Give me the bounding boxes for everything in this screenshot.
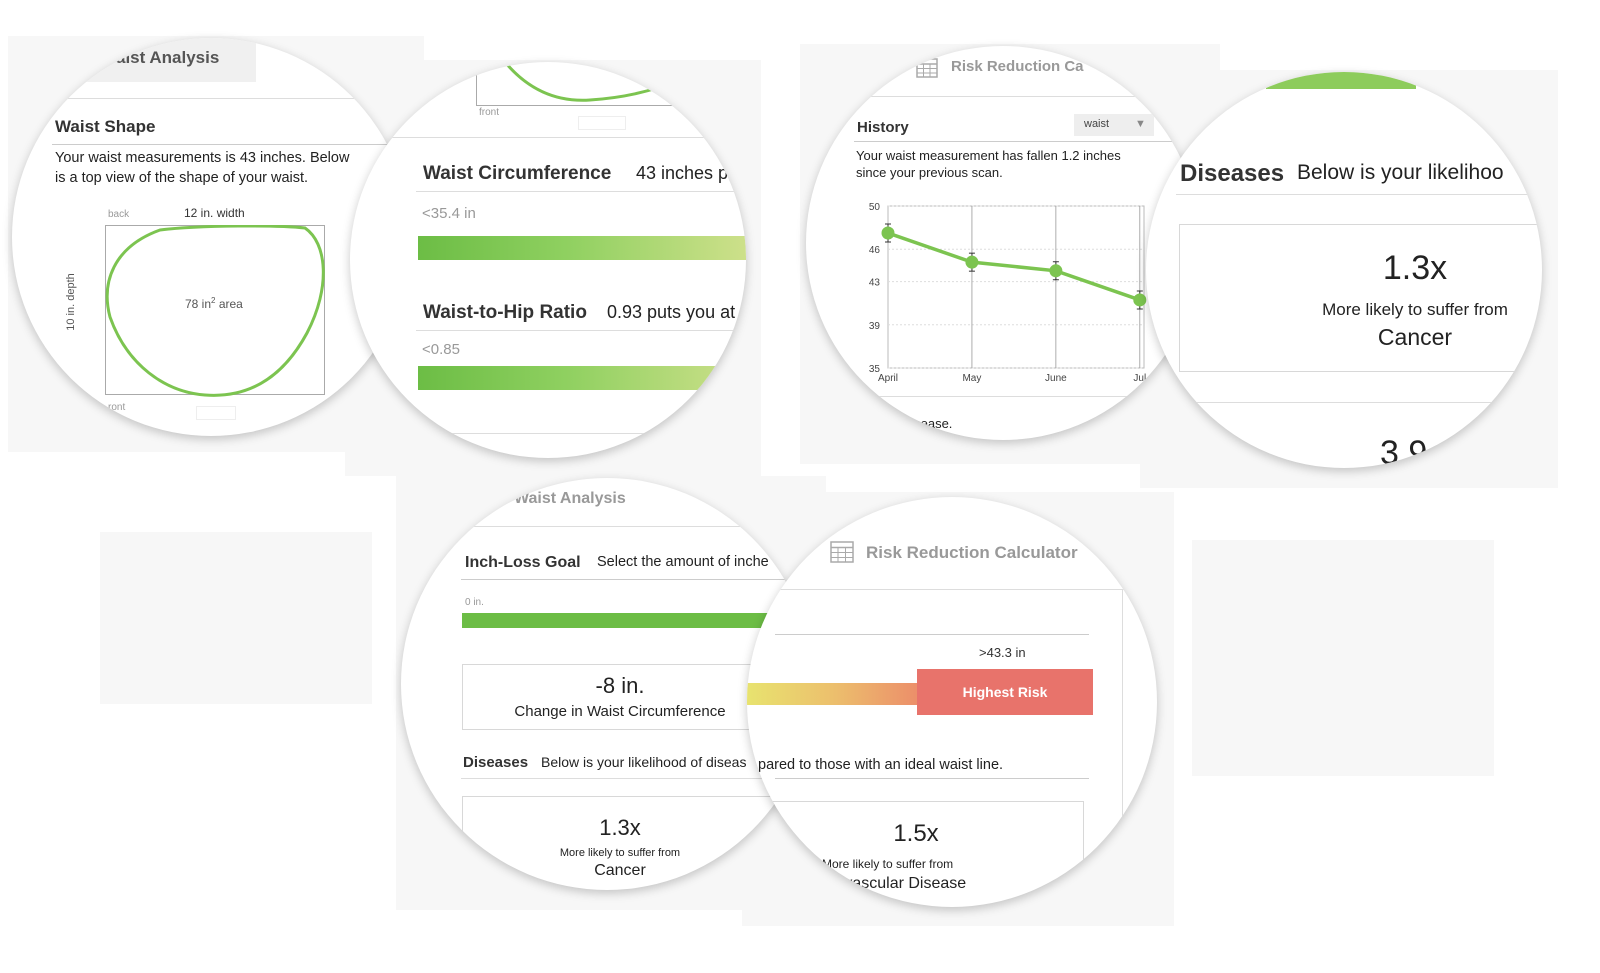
waist-range-label: <35.4 in [422, 205, 476, 222]
diseases-description: Below is your likelihoo [1297, 161, 1504, 184]
x-tick-label: Jul [1133, 373, 1146, 384]
shape-box-edge [476, 62, 477, 106]
footer-text: disease. [904, 416, 953, 431]
header-tab [12, 38, 256, 82]
waist-shape-outline [105, 225, 325, 397]
page-title: Waist Analysis [514, 490, 626, 507]
likelihood-value: 3.9 [1380, 434, 1428, 468]
data-point [1049, 264, 1063, 278]
change-caption: Change in Waist Circumference [514, 703, 726, 720]
page-title: Risk Reduction Ca [951, 58, 1084, 75]
back-label: back [108, 209, 130, 220]
likelihood-value: 1.3x [599, 815, 641, 840]
inch-loss-goal-title: Inch-Loss Goal [465, 554, 581, 571]
waist-range-bar [418, 236, 746, 260]
risk-gradient-bar [747, 683, 917, 705]
likelihood-value: 1.5x [893, 820, 939, 847]
range-label: >43.3 in [979, 645, 1026, 660]
data-point [881, 226, 895, 240]
inch-loss-goal-zoom-circle: Waist Analysis Inch-Loss Goal Select the… [401, 478, 813, 890]
shape-outline-fragment [503, 62, 661, 102]
disease-name: Cancer [594, 862, 646, 879]
ratio-range-bar [418, 366, 746, 390]
dropdown-value: waist [1084, 118, 1110, 130]
diseases-zoom-circle: Diseases Below is your likelihoo 1.3x Mo… [1146, 72, 1542, 468]
dropdown-arrow-icon: ▼ [1135, 118, 1146, 130]
disease-name: diovascular Disease [823, 875, 967, 892]
front-label: ront [108, 402, 126, 413]
waist-hip-ratio-title: Waist-to-Hip Ratio [423, 302, 587, 323]
waist-circumference-zoom-circle: front Waist Circumference 43 inches p <3… [350, 62, 746, 458]
likelihood-caption: More likely to suffer from [822, 857, 954, 871]
waist-circumference-title: Waist Circumference [423, 163, 612, 184]
diseases-title: Diseases [463, 754, 529, 771]
disease-name: Cancer [1377, 324, 1453, 350]
calculator-icon [916, 58, 938, 78]
waist-hip-ratio-value: 0.93 puts you at [607, 302, 736, 322]
description-line: since your previous scan. [856, 165, 1003, 180]
x-tick-label: April [878, 373, 898, 384]
history-title: History [857, 119, 909, 136]
comparison-text: pared to those with an ideal waist line. [758, 757, 1004, 773]
calculator-icon [830, 541, 854, 563]
area-label: 78 in2 area [185, 296, 243, 311]
slider-min-label: 0 in. [465, 597, 484, 608]
y-tick-label: 43 [869, 278, 881, 289]
disease-card: 1.3x More likely to suffer from Cancer [462, 796, 813, 890]
depth-label: 10 in. depth [64, 273, 77, 331]
section-title: Waist Shape [55, 117, 156, 136]
risk-calculator-zoom-circle: Risk Reduction Calculator >43.3 in Highe… [747, 497, 1157, 907]
data-point [1133, 293, 1147, 307]
history-line-chart: 35 39 43 46 50 April May June Jul [869, 202, 1147, 384]
waist-circumference-value: 43 inches p [636, 163, 729, 183]
data-point [965, 255, 979, 269]
background-panel [100, 532, 372, 704]
green-bar-fragment [1266, 72, 1416, 89]
x-tick-label: June [1045, 373, 1067, 384]
change-value: -8 in. [595, 673, 645, 698]
inch-loss-slider[interactable] [462, 613, 813, 628]
y-tick-label: 46 [869, 245, 881, 256]
x-tick-label: May [962, 373, 981, 384]
metric-dropdown[interactable]: waist ▼ [1074, 114, 1154, 136]
page-title: aist Analysis [116, 48, 220, 67]
likelihood-value: 1.3x [1382, 249, 1448, 287]
y-tick-label: 35 [869, 364, 881, 375]
description-line: is a top view of the shape of your waist… [55, 170, 309, 186]
front-label: front [479, 107, 500, 118]
likelihood-caption: More likely to suffer from [559, 847, 681, 859]
background-panel [1192, 540, 1494, 776]
change-card: -8 in. Change in Waist Circumference [462, 664, 813, 730]
risk-label: Highest Risk [962, 684, 1048, 700]
history-zoom-circle: Risk Reduction Ca History waist ▼ Your w… [806, 46, 1200, 440]
description-line: Your waist measurement has fallen 1.2 in… [856, 148, 1121, 163]
page-title: Risk Reduction Calculator [866, 543, 1078, 562]
disease-card: 1.3x More likely to suffer from Cancer [1179, 224, 1542, 372]
y-tick-label: 39 [869, 321, 881, 332]
waist-shape-zoom-circle: aist Analysis Waist Shape Your waist mea… [12, 38, 410, 436]
likelihood-caption: More likely to suffer from [1322, 300, 1508, 319]
panel-edge [1122, 589, 1123, 907]
width-label: 12 in. width [184, 206, 245, 220]
highest-risk-segment: Highest Risk [917, 669, 1093, 715]
ratio-range-label: <0.85 [422, 341, 460, 358]
diseases-title: Diseases [1180, 160, 1285, 187]
y-tick-label: 50 [869, 202, 881, 213]
diseases-description: Below is your likelihood of diseas [541, 754, 747, 770]
series-line [887, 231, 1141, 302]
faded-thumb [196, 406, 236, 420]
inch-loss-goal-description: Select the amount of inche [597, 554, 769, 570]
faded-thumb [578, 116, 626, 130]
disease-card: 1.5x More likely to suffer from diovascu… [747, 801, 1084, 907]
description-line: Your waist measurements is 43 inches. Be… [55, 150, 350, 166]
